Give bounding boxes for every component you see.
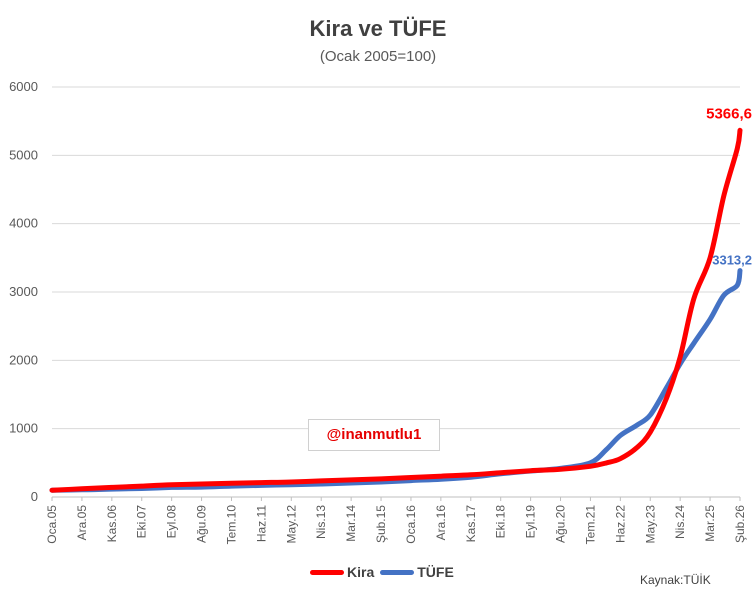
x-tick-label-1: Ara.05 <box>75 505 89 541</box>
x-tick-label-17: Ağu.20 <box>554 505 568 543</box>
source-note: Kaynak:TÜİK <box>640 573 711 587</box>
data-label-layer: 3313,2 5366,6 <box>706 105 752 267</box>
chart-subtitle: (Ocak 2005=100) <box>319 48 437 65</box>
x-tick-label-22: Mar.25 <box>703 505 717 542</box>
legend-item-tufe: TÜFE <box>380 564 454 580</box>
legend-label-kira: Kira <box>347 564 375 580</box>
x-tick-label-7: Haz.11 <box>254 505 268 542</box>
y-tick-label-3000: 3000 <box>9 284 38 299</box>
y-tick-label-5000: 5000 <box>9 147 38 162</box>
x-tick-label-3: Eki.07 <box>135 505 149 539</box>
y-tick-label-1000: 1000 <box>9 421 38 436</box>
x-tick-label-8: May.12 <box>284 505 298 544</box>
watermark-handle: @inanmutlu1 <box>308 419 440 451</box>
x-axis-ticks: Oca.05 Ara.05 Kas.06 Eki.07 Eyl.08 Ağu.09 Tem.… <box>45 497 747 544</box>
legend-label-tufe: TÜFE <box>417 564 454 580</box>
x-tick-label-5: Ağu.09 <box>195 505 209 543</box>
y-axis-ticks: 0 1000 2000 3000 4000 5000 6000 <box>9 79 38 504</box>
x-tick-label-18: Tem.21 <box>583 505 597 545</box>
x-tick-label-19: Haz.22 <box>613 505 627 543</box>
x-tick-label-2: Kas.06 <box>105 505 119 543</box>
x-tick-label-11: Şub.15 <box>374 505 388 543</box>
x-tick-label-12: Oca.16 <box>404 505 418 544</box>
x-tick-label-15: Eki.18 <box>494 505 508 539</box>
x-tick-label-23: Şub.26 <box>733 505 747 543</box>
y-tick-label-6000: 6000 <box>9 79 38 94</box>
legend-swatch-kira <box>310 569 344 575</box>
legend-item-kira: Kira <box>310 564 374 580</box>
x-tick-label-10: Mar.14 <box>344 505 358 542</box>
x-tick-label-4: Eyl.08 <box>165 505 179 539</box>
x-tick-label-6: Tem.10 <box>224 505 238 545</box>
x-tick-label-13: Ara.16 <box>434 505 448 541</box>
chart-title: Kira ve TÜFE <box>309 16 447 41</box>
y-tick-label-4000: 4000 <box>9 216 38 231</box>
x-tick-label-9: Nis.13 <box>314 505 328 539</box>
x-tick-label-0: Oca.05 <box>45 505 59 544</box>
series-line-kira <box>49 127 743 493</box>
series-layer <box>49 127 743 493</box>
x-tick-label-20: May.23 <box>643 505 657 544</box>
series-line-tufe <box>49 268 743 493</box>
x-tick-label-16: Eyl.19 <box>524 505 538 539</box>
data-label-tufe: 3313,2 <box>712 253 752 268</box>
legend-swatch-tufe <box>380 569 415 575</box>
data-label-kira: 5366,6 <box>706 105 752 122</box>
x-tick-label-14: Kas.17 <box>464 505 478 543</box>
legend: Kira TÜFE <box>310 564 460 580</box>
x-tick-label-21: Nis.24 <box>673 505 687 539</box>
y-tick-label-0: 0 <box>31 489 38 504</box>
y-tick-label-2000: 2000 <box>9 352 38 367</box>
